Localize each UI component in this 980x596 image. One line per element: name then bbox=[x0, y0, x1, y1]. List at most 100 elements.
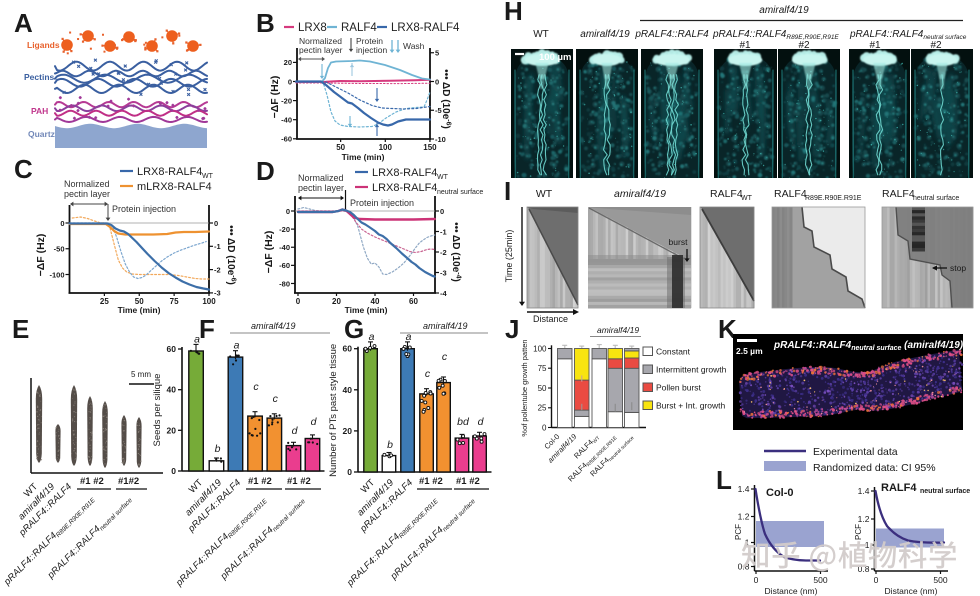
svg-text:Seeds per silique: Seeds per silique bbox=[152, 374, 163, 447]
svg-text:G: G bbox=[344, 314, 364, 344]
svg-text:-1: -1 bbox=[214, 242, 221, 251]
svg-text:20: 20 bbox=[343, 426, 353, 436]
svg-text:0: 0 bbox=[296, 297, 301, 306]
svg-text:#2: #2 bbox=[798, 40, 810, 51]
svg-text:-4: -4 bbox=[440, 289, 447, 298]
svg-text:-60: -60 bbox=[279, 261, 290, 270]
svg-text:#1 #2: #1 #2 bbox=[419, 476, 443, 487]
svg-text:Protein: Protein bbox=[356, 36, 383, 46]
svg-text:J: J bbox=[505, 314, 519, 344]
svg-text:-20: -20 bbox=[279, 225, 290, 234]
svg-text:-40: -40 bbox=[279, 243, 290, 252]
svg-text:-100: -100 bbox=[49, 270, 64, 279]
svg-text:2.5 µm: 2.5 µm bbox=[736, 346, 763, 356]
svg-text:%of pollentube growth patten: %of pollentube growth patten bbox=[520, 339, 529, 436]
svg-text:#1: #1 bbox=[869, 40, 881, 51]
svg-text:−ΔF (Hz): −ΔF (Hz) bbox=[269, 76, 281, 119]
svg-text:60: 60 bbox=[167, 344, 177, 354]
svg-text:RALF4: RALF4 bbox=[774, 188, 807, 200]
svg-text:Protein injection: Protein injection bbox=[112, 204, 176, 214]
svg-text:pectin layer: pectin layer bbox=[64, 189, 110, 199]
svg-text:0: 0 bbox=[286, 207, 290, 216]
svg-text:••• ΔD (10e-6): ••• ΔD (10e-6) bbox=[225, 225, 237, 285]
svg-text:amiralf4/19: amiralf4/19 bbox=[597, 325, 639, 335]
svg-text:RALF4: RALF4 bbox=[341, 22, 377, 34]
svg-text:-10: -10 bbox=[435, 135, 446, 144]
svg-text:I: I bbox=[504, 176, 511, 206]
svg-text:20: 20 bbox=[332, 297, 341, 306]
svg-text:-1: -1 bbox=[440, 227, 447, 236]
svg-text:-3: -3 bbox=[214, 289, 221, 298]
svg-text:c: c bbox=[273, 393, 279, 405]
svg-text:#1#2: #1#2 bbox=[118, 476, 139, 487]
svg-text:0: 0 bbox=[171, 466, 176, 476]
svg-text:5: 5 bbox=[435, 49, 439, 58]
svg-text:100: 100 bbox=[379, 143, 393, 152]
svg-text:LRX8-RALF4: LRX8-RALF4 bbox=[372, 182, 437, 194]
svg-text:amiralf4/19: amiralf4/19 bbox=[580, 29, 630, 40]
svg-text:LRX8-RALF4: LRX8-RALF4 bbox=[391, 22, 460, 34]
svg-text:b: b bbox=[387, 439, 393, 451]
svg-text:Col-0: Col-0 bbox=[766, 487, 794, 499]
svg-text:0: 0 bbox=[542, 423, 547, 432]
svg-text:••• ΔD (10e-6): ••• ΔD (10e-6) bbox=[440, 69, 452, 129]
svg-text:a: a bbox=[406, 331, 412, 343]
svg-text:c: c bbox=[253, 381, 259, 393]
svg-text:WT: WT bbox=[437, 174, 449, 181]
svg-text:mLRX8-RALF4: mLRX8-RALF4 bbox=[137, 181, 212, 193]
svg-text:amiralf4/19: amiralf4/19 bbox=[251, 321, 296, 331]
svg-text:#1: #1 bbox=[739, 40, 751, 51]
svg-text:c: c bbox=[442, 351, 448, 363]
svg-text:Burst + Int. growth: Burst + Int. growth bbox=[656, 401, 725, 411]
svg-text:pectin layer: pectin layer bbox=[298, 183, 344, 193]
svg-text:PAH: PAH bbox=[31, 106, 48, 116]
svg-text:60: 60 bbox=[343, 344, 353, 354]
svg-text:neutral surface: neutral surface bbox=[913, 195, 959, 202]
svg-text:5 mm: 5 mm bbox=[131, 370, 151, 379]
svg-text:R89E.R90E.R91E: R89E.R90E.R91E bbox=[805, 195, 862, 202]
svg-text:#1 #2: #1 #2 bbox=[287, 476, 311, 487]
svg-text:Experimental data: Experimental data bbox=[813, 446, 898, 458]
svg-text:bd: bd bbox=[457, 416, 470, 428]
svg-text:#1 #2: #1 #2 bbox=[80, 476, 104, 487]
svg-text:c: c bbox=[425, 368, 431, 380]
svg-text:Distance: Distance bbox=[533, 314, 568, 324]
svg-text:1.4: 1.4 bbox=[738, 484, 750, 494]
svg-text:Pollen burst: Pollen burst bbox=[656, 383, 702, 393]
svg-text:LRX8-RALF4: LRX8-RALF4 bbox=[137, 166, 202, 178]
svg-text:injection: injection bbox=[356, 45, 387, 55]
svg-text:1.2: 1.2 bbox=[738, 512, 750, 522]
svg-text:50: 50 bbox=[135, 297, 144, 306]
svg-text:#1 #2: #1 #2 bbox=[248, 476, 272, 487]
svg-text:−ΔF (Hz): −ΔF (Hz) bbox=[35, 234, 47, 277]
svg-text:Normalized: Normalized bbox=[64, 179, 110, 189]
svg-text:pRALF4::RALF4neutral surface (: pRALF4::RALF4neutral surface (amiralf4/1… bbox=[773, 340, 964, 352]
svg-text:Protein injection: Protein injection bbox=[350, 198, 414, 208]
svg-text:40: 40 bbox=[167, 385, 177, 395]
svg-text:neutral surface: neutral surface bbox=[920, 488, 970, 495]
svg-text:50: 50 bbox=[538, 384, 547, 393]
svg-text:PCF: PCF bbox=[734, 524, 743, 540]
svg-text:-2: -2 bbox=[214, 265, 221, 274]
svg-text:75: 75 bbox=[170, 297, 179, 306]
svg-text:Randomized data: CI 95%: Randomized data: CI 95% bbox=[813, 462, 936, 474]
svg-text:LRX8: LRX8 bbox=[298, 22, 327, 34]
svg-text:0: 0 bbox=[347, 467, 352, 477]
svg-text:Wash: Wash bbox=[403, 41, 425, 51]
svg-text:Pectins: Pectins bbox=[24, 72, 55, 82]
svg-text:neutral surface: neutral surface bbox=[437, 189, 483, 196]
svg-text:0: 0 bbox=[874, 575, 879, 585]
svg-text:-50: -50 bbox=[54, 245, 65, 254]
svg-text:50: 50 bbox=[336, 143, 345, 152]
svg-text:burst: burst bbox=[669, 237, 689, 247]
svg-text:LRX8-RALF4: LRX8-RALF4 bbox=[372, 167, 437, 179]
svg-text:1.2: 1.2 bbox=[858, 514, 870, 524]
svg-text:-5: -5 bbox=[435, 106, 442, 115]
svg-text:-60: -60 bbox=[281, 135, 292, 144]
svg-text:100: 100 bbox=[202, 297, 216, 306]
svg-text:d: d bbox=[311, 416, 318, 428]
svg-text:WT: WT bbox=[533, 29, 549, 40]
svg-text:Time (25min): Time (25min) bbox=[504, 230, 514, 283]
svg-text:-80: -80 bbox=[279, 279, 290, 288]
svg-text:-2: -2 bbox=[440, 248, 447, 257]
